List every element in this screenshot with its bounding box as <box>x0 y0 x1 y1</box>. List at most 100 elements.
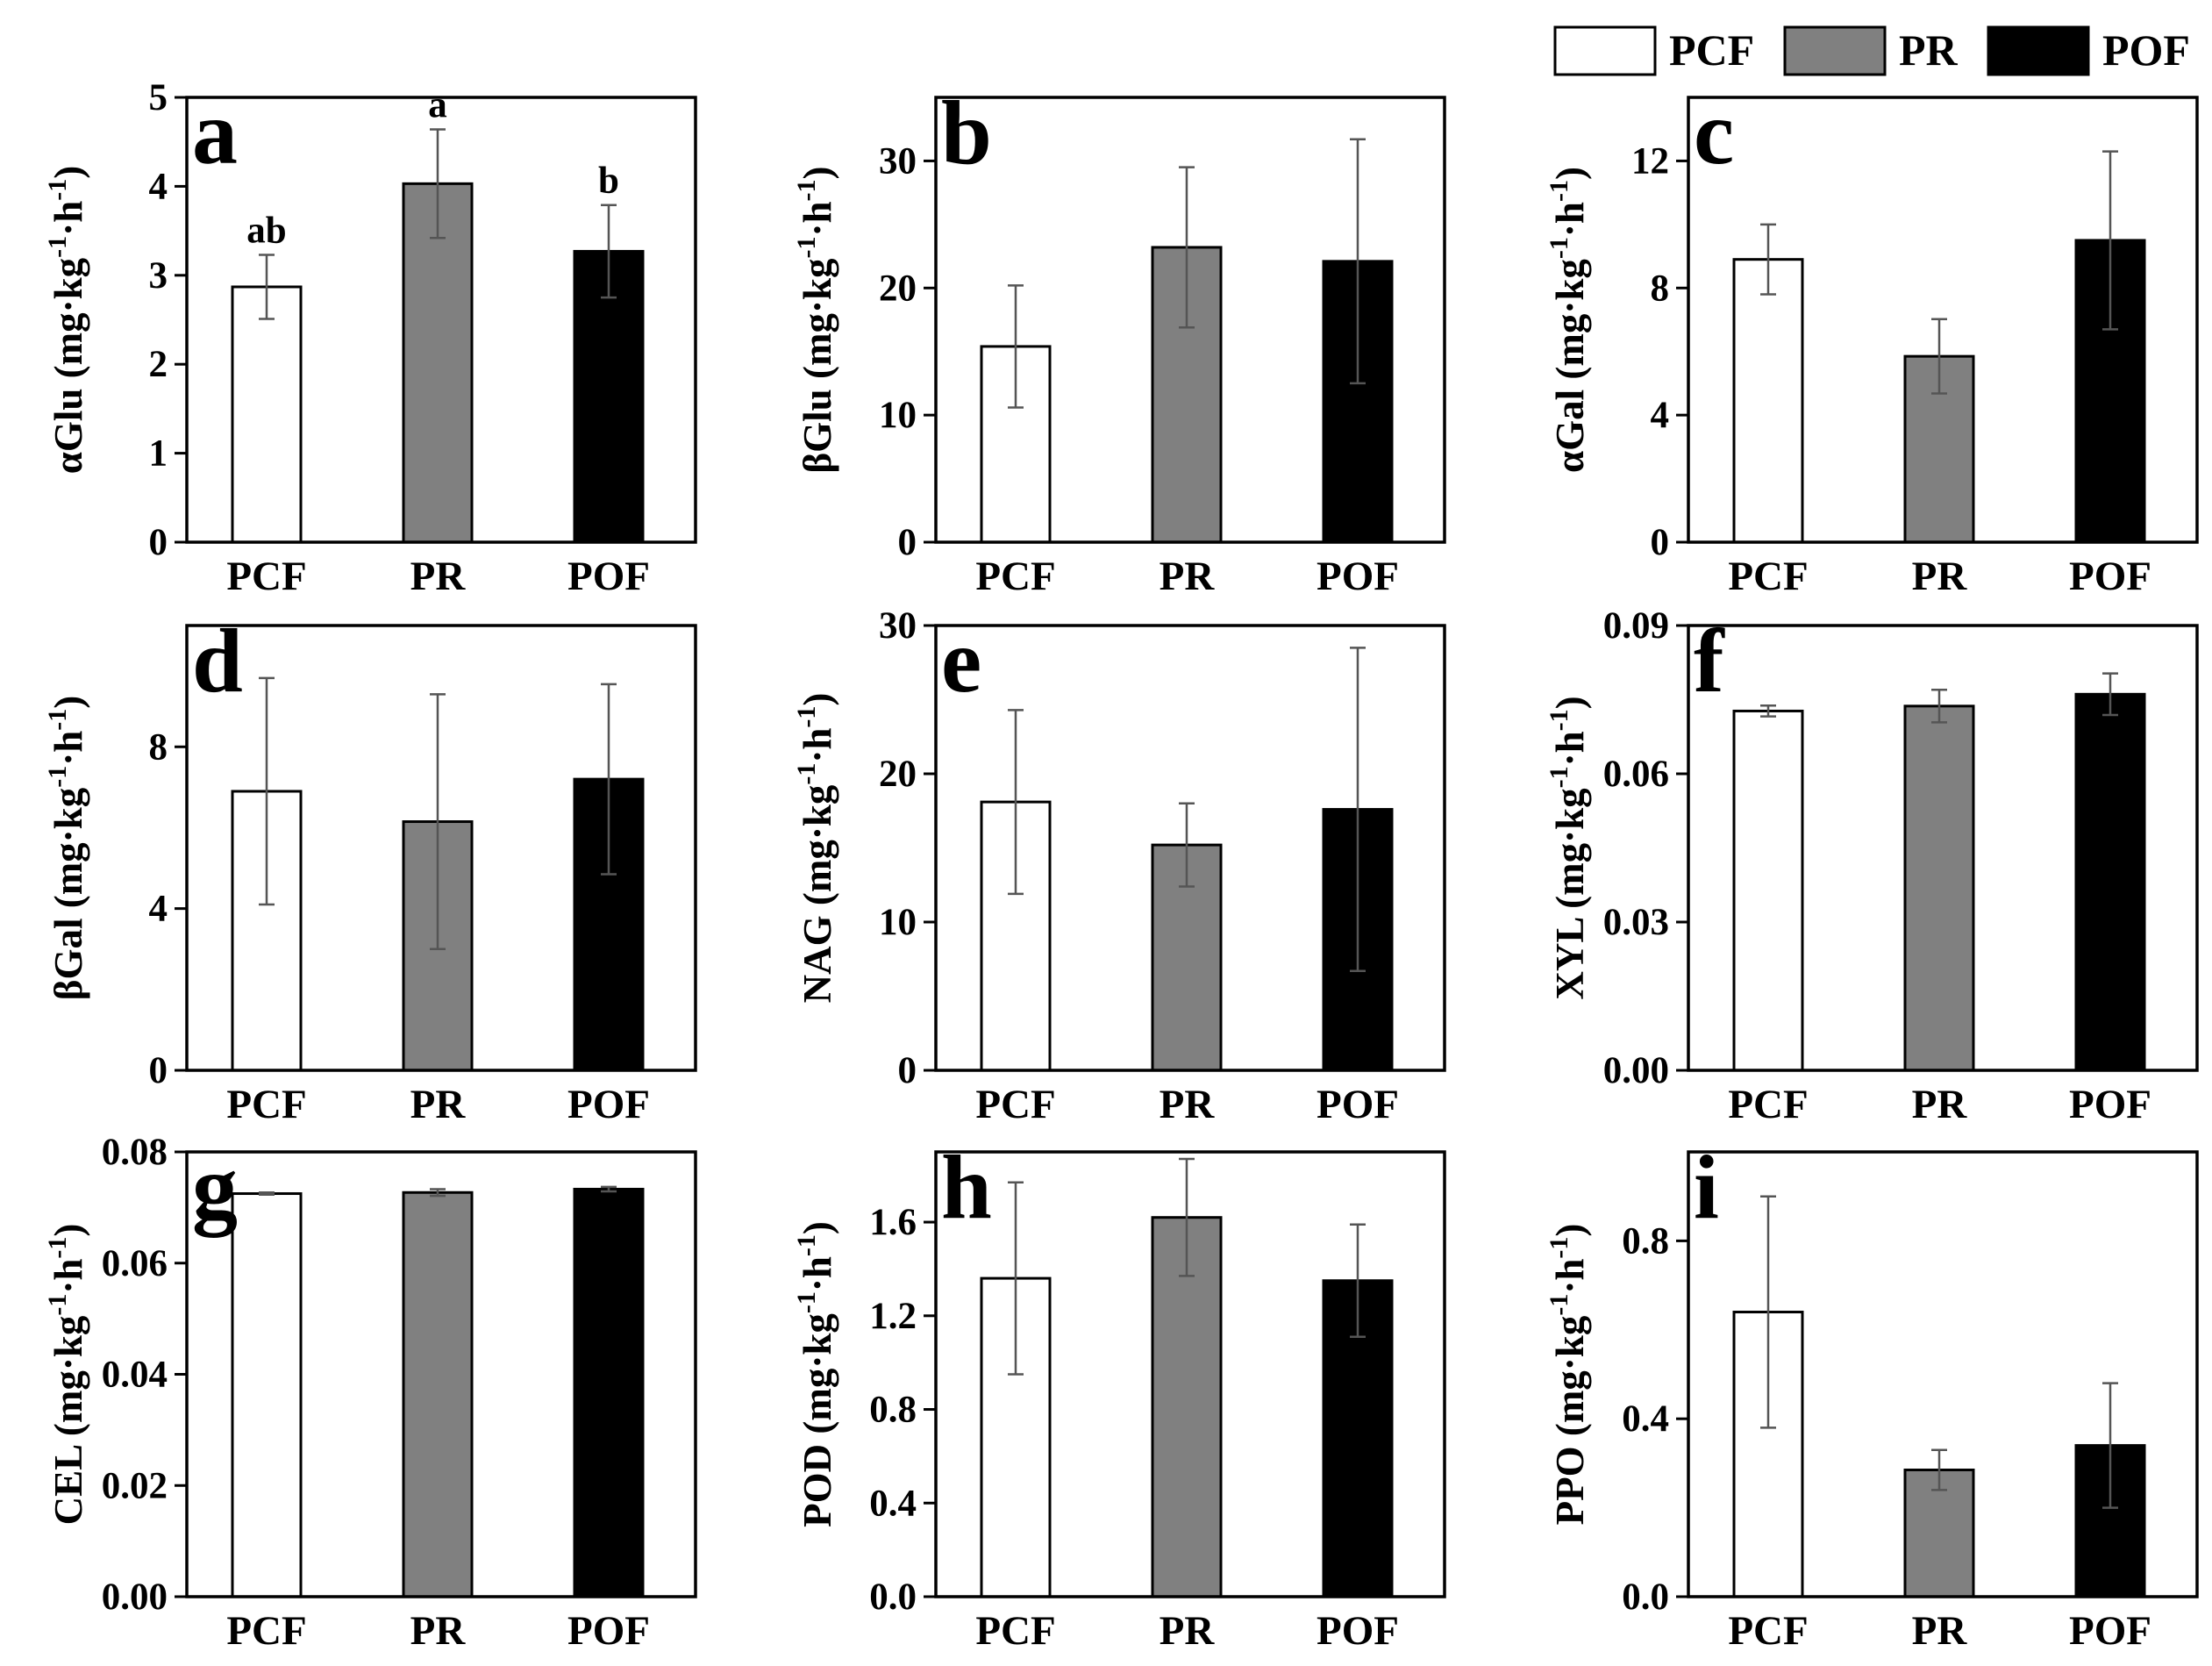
y-axis-label-unit: (mg·kg <box>46 257 90 388</box>
y-axis-label-unit: ·h <box>796 728 839 763</box>
y-tick-label: 0.00 <box>102 1577 168 1618</box>
x-tick-label-pcf: PCF <box>226 1608 306 1654</box>
bar-pof <box>573 1187 645 1598</box>
y-tick-label: 12 <box>1631 140 1669 182</box>
y-axis-label-unit: ·h <box>46 201 90 236</box>
y-axis-label: βGlu (mg·kg-1·h-1) <box>792 166 839 473</box>
y-tick-label: 2 <box>149 344 168 385</box>
y-axis-label-main: αGal <box>1548 390 1592 473</box>
y-axis-label: βGal (mg·kg-1·h-1) <box>43 696 90 1001</box>
x-tick-label-pcf: PCF <box>1728 1082 1808 1127</box>
y-axis-label: CEL (mg·kg-1·h-1) <box>43 1224 90 1526</box>
y-tick-label: 0.04 <box>102 1355 168 1396</box>
error-bar-pcf <box>1008 1181 1024 1376</box>
y-tick-label: 0 <box>898 1050 917 1091</box>
y-axis-label-unit: ) <box>46 696 90 709</box>
error-bar-pr <box>430 1188 446 1198</box>
y-tick-label: 0 <box>149 1050 168 1091</box>
error-bar-pcf <box>1008 284 1024 409</box>
panel-letter-e: e <box>941 611 981 711</box>
y-axis-label-sup: -1 <box>1545 1294 1573 1316</box>
error-bar-pr <box>1931 318 1947 395</box>
y-axis-label-main: βGlu <box>796 389 839 473</box>
plot-frame <box>1687 1150 2199 1598</box>
error-bar-pcf <box>259 254 275 320</box>
y-tick-label: 4 <box>149 889 168 930</box>
error-bar-pr <box>1179 802 1195 888</box>
y-axis-label-sup: -1 <box>792 706 821 728</box>
y-tick-label: 0.06 <box>1603 754 1669 795</box>
x-tick-label-pof: POF <box>2069 1082 2151 1127</box>
y-tick-label: 0.8 <box>869 1390 917 1431</box>
y-axis-label-sup: -1 <box>43 766 72 788</box>
x-tick-label-pr: PR <box>410 1082 467 1127</box>
bar-pr <box>1903 1469 1975 1598</box>
bar-pr <box>1903 704 1975 1072</box>
y-axis-label-sup: -1 <box>792 763 821 785</box>
y-axis-label-unit: ·h <box>1548 1259 1592 1294</box>
bar-pof <box>2074 692 2146 1072</box>
plot-frame <box>1687 624 2199 1072</box>
legend-swatch-pcf <box>1553 25 1657 76</box>
panel-letter-h: h <box>941 1137 992 1238</box>
y-axis-label-main: CEL <box>46 1445 90 1526</box>
error-bar-pof <box>1350 647 1366 973</box>
y-axis-label: αGlu (mg·kg-1·h-1) <box>43 166 90 474</box>
y-tick-label: 1.2 <box>869 1296 917 1337</box>
y-tick-label: 0.09 <box>1603 605 1669 647</box>
y-axis-label-unit: ) <box>796 693 839 706</box>
bar-pcf <box>1732 258 1804 544</box>
legend-swatch-pof <box>1987 25 2090 76</box>
y-tick-label: 0.03 <box>1603 902 1669 943</box>
y-tick-label: 5 <box>149 77 168 118</box>
y-tick-label: 0.08 <box>102 1132 168 1173</box>
error-bar-pcf <box>1760 1195 1776 1429</box>
x-tick-label-pr: PR <box>410 1608 467 1654</box>
y-axis-label-sup: -1 <box>1545 237 1573 259</box>
plot-frame <box>185 96 697 544</box>
y-tick-label: 0 <box>1651 522 1670 563</box>
y-axis-label-sup: -1 <box>43 709 72 731</box>
y-tick-label: 0.02 <box>102 1465 168 1506</box>
y-tick-label: 1.6 <box>869 1202 917 1243</box>
y-tick-label: 0.0 <box>869 1577 917 1618</box>
panel-letter-b: b <box>941 82 992 183</box>
y-axis-label: αGal (mg·kg-1·h-1) <box>1545 167 1592 473</box>
x-tick-label-pcf: PCF <box>1728 1608 1808 1654</box>
y-axis-label-unit: ·h <box>46 1259 90 1294</box>
error-bar-pof <box>2102 672 2118 717</box>
y-tick-label: 0.0 <box>1622 1577 1669 1618</box>
error-bar-pcf <box>259 676 275 906</box>
plot-frame <box>185 1150 697 1598</box>
y-tick-label: 1 <box>149 433 168 475</box>
y-axis-label-sup: -1 <box>43 1294 72 1316</box>
y-axis-label-sup: -1 <box>1545 766 1573 788</box>
significance-label: a <box>428 85 447 126</box>
bar-pcf <box>1732 709 1804 1072</box>
y-tick-label: 0 <box>149 522 168 563</box>
x-tick-label-pcf: PCF <box>1728 554 1808 599</box>
y-axis-label-unit: ) <box>46 1224 90 1237</box>
y-tick-label: 30 <box>879 140 917 182</box>
y-axis-label-unit: (mg·kg <box>796 258 839 389</box>
y-axis-label-unit: ) <box>46 166 90 179</box>
y-tick-label: 0.8 <box>1622 1220 1669 1262</box>
panel-letter-g: g <box>192 1137 238 1238</box>
y-axis-label-unit: ) <box>1548 167 1592 180</box>
plot-frame <box>934 96 1446 544</box>
error-bar-pr <box>1179 1157 1195 1277</box>
y-axis-label-main: βGal <box>46 919 90 1001</box>
error-bar-pr <box>430 128 446 240</box>
error-bar-pcf <box>1008 709 1024 896</box>
x-tick-label-pcf: PCF <box>226 554 306 599</box>
y-axis-label-unit: (mg·kg <box>1548 788 1592 919</box>
panel-letter-i: i <box>1694 1137 1719 1238</box>
plot-frame <box>1687 96 2199 544</box>
